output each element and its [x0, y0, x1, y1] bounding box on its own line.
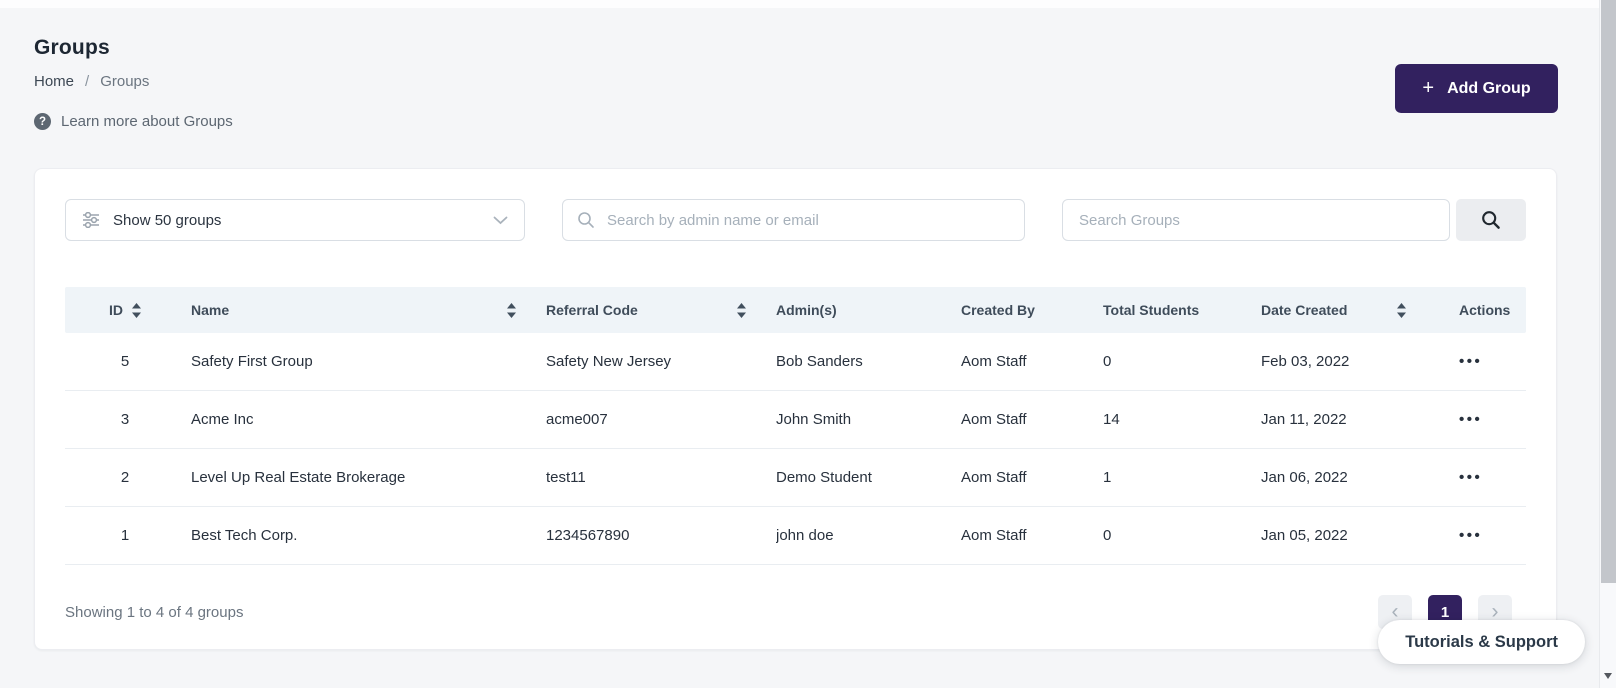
scrollbar-thumb[interactable] [1601, 0, 1616, 583]
table-row: 2 Level Up Real Estate Brokerage test11 … [65, 449, 1526, 507]
search-button[interactable] [1456, 199, 1526, 241]
sort-icon [507, 302, 516, 318]
cell-referral-code: Safety New Jersey [546, 353, 672, 370]
admin-search-input[interactable] [605, 210, 1010, 230]
cell-group-name[interactable]: Acme Inc [191, 411, 254, 428]
column-header-total-students: Total Students [1103, 302, 1200, 318]
chevron-down-icon [493, 216, 508, 224]
row-actions-menu-icon[interactable]: ••• [1459, 469, 1483, 486]
column-header-created-by: Created By [961, 302, 1035, 318]
vertical-scrollbar[interactable] [1599, 0, 1616, 688]
results-summary: Showing 1 to 4 of 4 groups [65, 603, 244, 621]
cell-referral-code: acme007 [546, 411, 608, 428]
page-header: Groups Home / Groups ? Learn more about … [34, 36, 233, 130]
table-row: 3 Acme Inc acme007 John Smith Aom Staff … [65, 391, 1526, 449]
cell-created-by: Aom Staff [961, 411, 1027, 428]
learn-more-link[interactable]: ? Learn more about Groups [34, 113, 233, 130]
cell-admins: Bob Sanders [776, 353, 863, 370]
column-header-name[interactable]: Name [185, 302, 546, 318]
cell-id: 5 [120, 353, 130, 370]
column-header-referral-code[interactable]: Referral Code [546, 302, 776, 318]
add-group-label: Add Group [1447, 79, 1531, 97]
groups-card: Show 50 groups ID [34, 168, 1557, 650]
cell-date-created: Feb 03, 2022 [1261, 353, 1350, 370]
cell-created-by: Aom Staff [961, 353, 1027, 370]
cell-admins: Demo Student [776, 469, 872, 486]
cell-date-created: Jan 05, 2022 [1261, 527, 1348, 544]
column-header-admins: Admin(s) [776, 302, 837, 318]
page-title: Groups [34, 36, 110, 59]
cell-group-name[interactable]: Level Up Real Estate Brokerage [191, 469, 406, 486]
search-icon [1482, 211, 1500, 229]
cell-total-students: 0 [1103, 353, 1112, 370]
column-header-id[interactable]: ID [65, 302, 185, 318]
table-row: 1 Best Tech Corp. 1234567890 john doe Ao… [65, 507, 1526, 565]
cell-admins: john doe [776, 527, 834, 544]
show-groups-dropdown[interactable]: Show 50 groups [65, 199, 526, 241]
breadcrumb-home-link[interactable]: Home [34, 73, 75, 90]
learn-more-label: Learn more about Groups [61, 113, 233, 130]
sort-icon [1397, 302, 1406, 318]
question-circle-icon: ? [34, 113, 51, 130]
scrollbar-down-arrow-icon[interactable] [1604, 673, 1612, 679]
row-actions-menu-icon[interactable]: ••• [1459, 353, 1483, 370]
show-groups-selected-value: Show 50 groups [113, 211, 222, 229]
group-search-group [1062, 199, 1526, 241]
breadcrumb-separator: / [85, 73, 90, 90]
cell-created-by: Aom Staff [961, 469, 1027, 486]
cell-total-students: 1 [1103, 469, 1112, 486]
breadcrumb: Home / Groups [34, 73, 233, 90]
sort-icon [737, 302, 746, 318]
cell-id: 3 [120, 411, 130, 428]
cell-referral-code: 1234567890 [546, 527, 630, 544]
cell-group-name[interactable]: Best Tech Corp. [191, 527, 298, 544]
plus-icon: + [1422, 77, 1435, 99]
table-footer: Showing 1 to 4 of 4 groups ‹ 1 › [65, 595, 1526, 629]
table-row: 5 Safety First Group Safety New Jersey B… [65, 333, 1526, 391]
search-icon [578, 212, 594, 228]
row-actions-menu-icon[interactable]: ••• [1459, 527, 1483, 544]
filter-sliders-icon [83, 212, 99, 228]
cell-date-created: Jan 06, 2022 [1261, 469, 1348, 486]
breadcrumb-current: Groups [100, 73, 150, 90]
table-header-row: ID Name Referral Code Admin(s) Created B… [65, 287, 1526, 333]
top-strip [0, 0, 1599, 8]
cell-total-students: 14 [1103, 411, 1120, 428]
group-search-input[interactable] [1062, 199, 1450, 241]
cell-id: 1 [120, 527, 130, 544]
cell-admins: John Smith [776, 411, 852, 428]
tutorials-support-button[interactable]: Tutorials & Support [1378, 620, 1585, 664]
add-group-button[interactable]: + Add Group [1395, 64, 1558, 113]
cell-group-name[interactable]: Safety First Group [191, 353, 313, 370]
cell-total-students: 0 [1103, 527, 1112, 544]
row-actions-menu-icon[interactable]: ••• [1459, 411, 1483, 428]
cell-id: 2 [120, 469, 130, 486]
admin-search-field [562, 199, 1025, 241]
cell-referral-code: test11 [546, 469, 586, 486]
cell-date-created: Jan 11, 2022 [1261, 411, 1347, 428]
column-header-actions: Actions [1459, 302, 1511, 318]
cell-created-by: Aom Staff [961, 527, 1027, 544]
sort-icon [132, 302, 141, 318]
column-header-date-created[interactable]: Date Created [1261, 302, 1451, 318]
filters-bar: Show 50 groups [65, 199, 1526, 241]
